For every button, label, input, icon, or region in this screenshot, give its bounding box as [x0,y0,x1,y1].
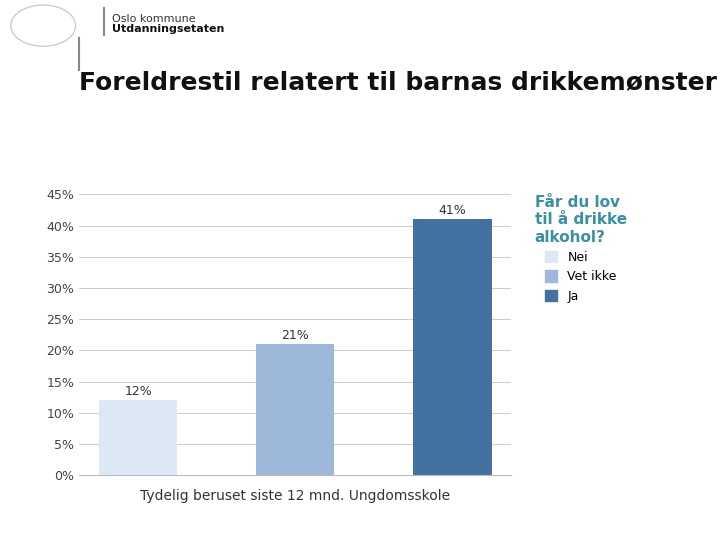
Legend: Nei, Vet ikke, Ja: Nei, Vet ikke, Ja [535,195,627,302]
Text: 21%: 21% [282,329,309,342]
Text: Utdanningsetaten: Utdanningsetaten [112,24,224,35]
Bar [256,344,335,475]
Text: 41%: 41% [438,204,466,217]
Bar [413,219,492,475]
Text: Foreldrestil relatert til barnas drikkemønster: Foreldrestil relatert til barnas drikkem… [79,70,717,94]
Bar [99,400,177,475]
Text: Oslo kommune: Oslo kommune [112,14,195,24]
Text: 12%: 12% [125,385,152,398]
X-axis label: Tydelig beruset siste 12 mnd. Ungdomsskole: Tydelig beruset siste 12 mnd. Ungdomssko… [140,489,450,503]
